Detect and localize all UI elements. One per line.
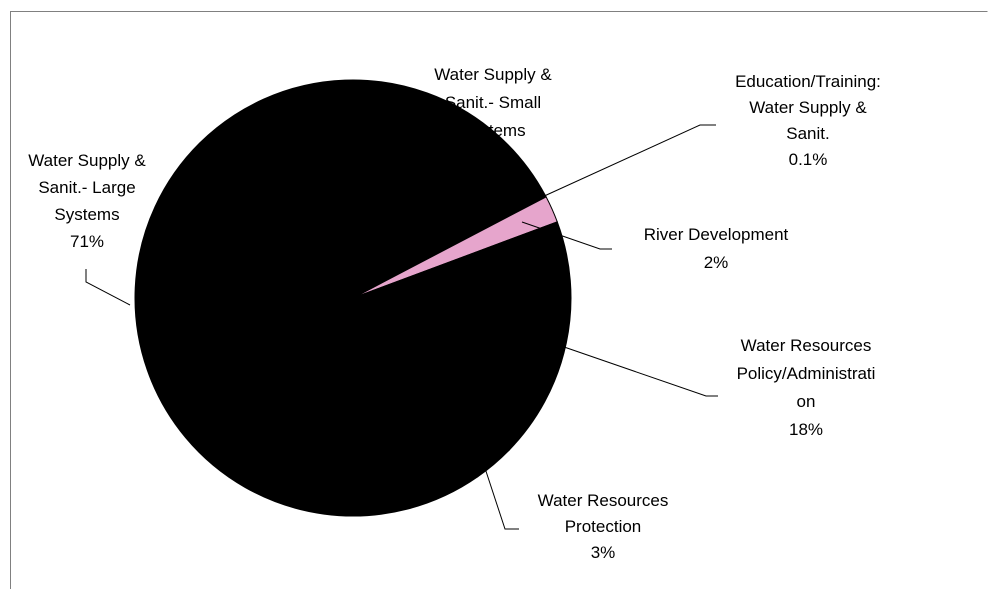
leader-line-protection	[480, 455, 519, 530]
slice-percent-policy: 18%	[789, 420, 823, 439]
slice-label-line-policy: Water Resources	[741, 336, 872, 355]
slice-label-river: River Development 2%	[644, 225, 789, 272]
slice-label-line-policy: Policy/Administrati	[737, 364, 876, 383]
slice-label-line-edu: Sanit.	[786, 124, 829, 143]
slice-label-line-small: Sanit.- Small	[445, 93, 541, 112]
slice-label-line-small: Systems	[460, 121, 525, 140]
slice-percent-large: 71%	[70, 232, 104, 251]
chart-frame	[10, 11, 988, 589]
slice-label-large: Water Supply & Sanit.- Large Systems 71%	[28, 151, 146, 251]
slice-label-small: Water Supply & Sanit.- Small Systems 6%	[434, 65, 552, 168]
slice-label-line-large: Systems	[54, 205, 119, 224]
pie-slices	[134, 79, 572, 517]
slice-label-line-protection: Protection	[565, 517, 642, 536]
slice-label-policy: Water Resources Policy/Administrati on 18%	[737, 336, 876, 439]
pie-slice-large	[134, 79, 496, 517]
leader-line-edu	[517, 124, 716, 209]
slice-label-protection: Water Resources Protection 3%	[538, 491, 669, 562]
slice-label-edu: Education/Training: Water Supply & Sanit. 0…	[735, 72, 881, 169]
slice-label-line-edu: Water Supply &	[749, 98, 867, 117]
slice-label-line-large: Sanit.- Large	[38, 178, 135, 197]
pie-slice-policy	[352, 221, 572, 451]
leader-line-large	[85, 269, 131, 306]
slice-percent-river: 2%	[704, 253, 729, 272]
slice-label-line-large: Water Supply &	[28, 151, 146, 170]
leader-line-policy	[540, 338, 718, 397]
leader-line-river	[521, 221, 612, 250]
slice-percent-protection: 3%	[591, 543, 616, 562]
slice-percent-small: 6%	[481, 149, 506, 168]
slice-label-line-policy: on	[797, 392, 816, 411]
slice-labels: Education/Training: Water Supply & Sanit. 0…	[28, 65, 881, 562]
slice-label-line-river: River Development	[644, 225, 789, 244]
slice-percent-edu: 0.1%	[789, 150, 828, 169]
slice-label-line-edu: Education/Training:	[735, 72, 881, 91]
slice-label-line-protection: Water Resources	[538, 491, 669, 510]
leader-lines	[85, 124, 718, 530]
slice-label-line-small: Water Supply &	[434, 65, 552, 84]
